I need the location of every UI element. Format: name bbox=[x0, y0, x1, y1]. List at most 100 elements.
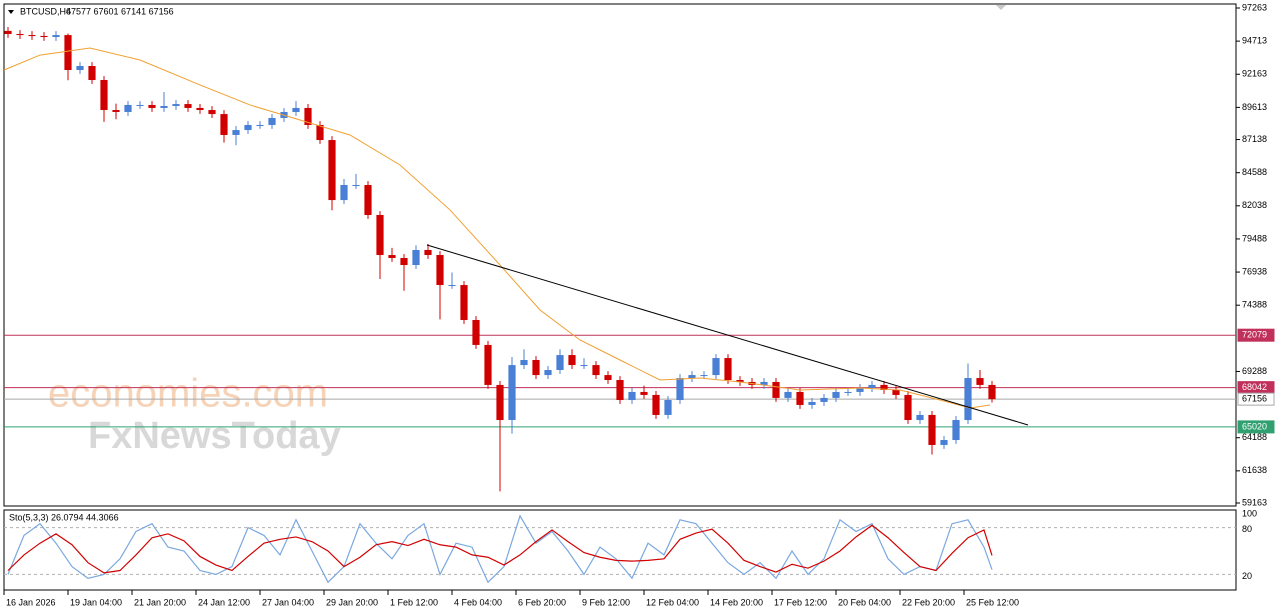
x-tick-label: 19 Jan 04:00 bbox=[70, 597, 122, 607]
candle-body bbox=[4, 30, 12, 35]
candle-body bbox=[16, 34, 24, 36]
candle-body bbox=[580, 365, 588, 367]
candle-body bbox=[676, 378, 684, 401]
candle-body bbox=[232, 130, 240, 135]
ohlc-text: 67577 67601 67141 67156 bbox=[66, 6, 174, 16]
candle-body bbox=[556, 355, 564, 370]
price-level-box bbox=[1237, 392, 1275, 406]
y-tick-label: 80 bbox=[1242, 524, 1252, 534]
candle-body bbox=[28, 35, 36, 37]
x-tick-label: 4 Feb 04:00 bbox=[454, 597, 502, 607]
candle-body bbox=[652, 394, 660, 415]
candle-body bbox=[244, 124, 252, 131]
candle-body bbox=[328, 140, 336, 201]
candle-body bbox=[160, 106, 168, 108]
candle-body bbox=[448, 285, 456, 287]
candle-body bbox=[688, 375, 696, 379]
candle-body bbox=[88, 65, 96, 81]
candle-body bbox=[568, 355, 576, 366]
candle-body bbox=[952, 420, 960, 441]
candle-body bbox=[460, 285, 468, 320]
candle-body bbox=[916, 414, 924, 421]
candle-body bbox=[808, 401, 816, 405]
candle-body bbox=[124, 104, 132, 112]
candle-body bbox=[100, 80, 108, 111]
candle-body bbox=[856, 388, 864, 392]
x-tick-label: 12 Feb 04:00 bbox=[646, 597, 699, 607]
candle-body bbox=[544, 369, 552, 376]
candle-body bbox=[52, 35, 60, 38]
moving-average bbox=[3, 47, 991, 409]
x-tick-label: 20 Feb 04:00 bbox=[838, 597, 891, 607]
candle-body bbox=[640, 391, 648, 395]
watermark: FxNewsToday bbox=[88, 415, 341, 457]
candle-body bbox=[664, 400, 672, 415]
candle-body bbox=[508, 365, 516, 421]
candle-body bbox=[880, 384, 888, 391]
y-tick-label: 100 bbox=[1242, 508, 1257, 518]
price-level-box bbox=[1237, 420, 1275, 434]
candle-body bbox=[304, 107, 312, 125]
y-tick-label: 59163 bbox=[1242, 497, 1267, 507]
candle-body bbox=[520, 359, 528, 366]
price-level-label: 72079 bbox=[1242, 330, 1267, 340]
candle-body bbox=[832, 391, 840, 398]
candle-body bbox=[796, 391, 804, 405]
candle-body bbox=[208, 110, 216, 115]
candle-body bbox=[376, 215, 384, 256]
y-tick-label: 76938 bbox=[1242, 266, 1267, 276]
candle-body bbox=[616, 380, 624, 401]
candle-body bbox=[340, 184, 348, 201]
stochastic-line bbox=[7, 514, 993, 584]
stochastic-line bbox=[7, 524, 993, 574]
candle-body bbox=[436, 255, 444, 286]
x-tick-label: 27 Jan 04:00 bbox=[262, 597, 314, 607]
x-tick-label: 17 Feb 12:00 bbox=[774, 597, 827, 607]
stochastic-panel bbox=[3, 509, 1237, 591]
price-level-box bbox=[1237, 328, 1275, 342]
y-tick-label: 84588 bbox=[1242, 167, 1267, 177]
candle-body bbox=[868, 384, 876, 389]
candle-body bbox=[112, 110, 120, 112]
x-tick-label: 14 Feb 20:00 bbox=[710, 597, 763, 607]
candle-body bbox=[472, 319, 480, 345]
x-tick-label: 16 Jan 2026 bbox=[6, 597, 56, 607]
candle-body bbox=[424, 249, 432, 256]
symbol-arrow bbox=[8, 10, 14, 14]
stochastic-title: Sto(5,3,3) 26.0794 44.3066 bbox=[9, 512, 119, 522]
candle-body bbox=[388, 255, 396, 259]
candle-body bbox=[844, 391, 852, 393]
candle-body bbox=[412, 249, 420, 266]
x-tick-label: 25 Feb 12:00 bbox=[966, 597, 1019, 607]
y-tick-label: 74388 bbox=[1242, 300, 1267, 310]
candle-body bbox=[784, 391, 792, 398]
candle-body bbox=[712, 358, 720, 376]
y-tick-label: 69288 bbox=[1242, 366, 1267, 376]
candle-body bbox=[292, 107, 300, 112]
candle-body bbox=[184, 104, 192, 108]
candle-body bbox=[196, 107, 204, 111]
candle-body bbox=[256, 124, 264, 126]
y-tick-label: 82038 bbox=[1242, 200, 1267, 210]
price-panel bbox=[3, 3, 1237, 507]
y-tick-label: 61638 bbox=[1242, 465, 1267, 475]
candle-body bbox=[904, 394, 912, 421]
candle-body bbox=[928, 414, 936, 445]
candle-body bbox=[976, 378, 984, 385]
candle-body bbox=[820, 397, 828, 402]
candle-body bbox=[136, 104, 144, 106]
x-tick-label: 22 Feb 20:00 bbox=[902, 597, 955, 607]
candle-body bbox=[148, 104, 156, 108]
candle-body bbox=[988, 384, 996, 400]
symbol-title: BTCUSD,H4 bbox=[20, 6, 71, 16]
candle-body bbox=[484, 344, 492, 385]
candle-body bbox=[364, 184, 372, 216]
candle-body bbox=[532, 359, 540, 376]
y-tick-label: 94713 bbox=[1242, 36, 1267, 46]
price-level-label: 65020 bbox=[1242, 421, 1267, 431]
candle-body bbox=[172, 104, 180, 107]
y-tick-label: 20 bbox=[1242, 571, 1252, 581]
